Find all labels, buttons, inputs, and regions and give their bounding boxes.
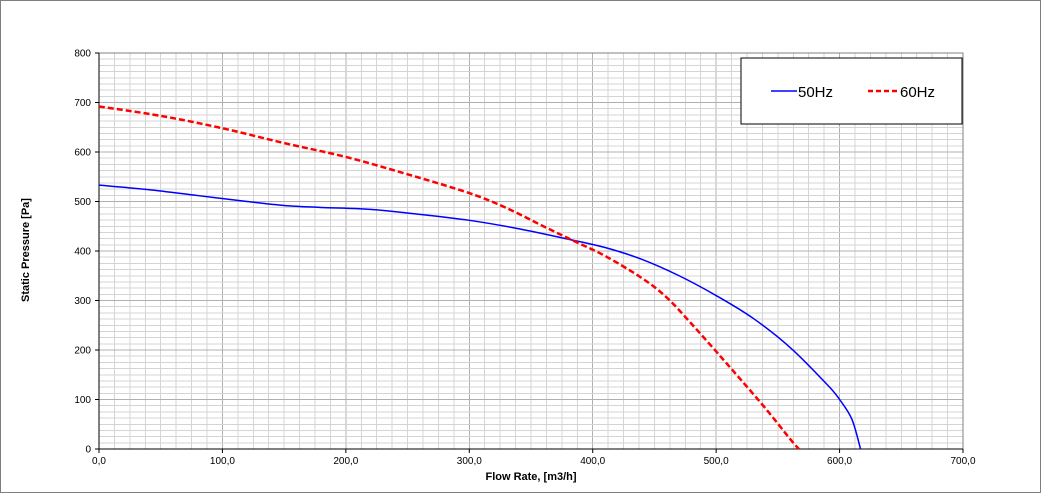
grid xyxy=(98,52,964,450)
x-tick-label: 400,0 xyxy=(580,456,605,467)
y-tick-label: 500 xyxy=(74,197,91,208)
legend: 50Hz 60Hz xyxy=(740,57,963,125)
x-tick-label: 100,0 xyxy=(210,456,235,467)
x-tick-label: 600,0 xyxy=(827,456,852,467)
y-axis-title: Static Pressure [Pa] xyxy=(20,198,32,302)
series-line-50hz xyxy=(98,184,862,450)
x-tick-label: 0,0 xyxy=(92,456,106,467)
legend-label-60hz: 60Hz xyxy=(900,84,935,101)
y-tick-label: 800 xyxy=(74,49,91,60)
y-tick-label: 200 xyxy=(74,346,91,357)
series-line-60hz xyxy=(98,105,800,450)
y-tick-label: 700 xyxy=(74,98,91,109)
x-tick-label: 500,0 xyxy=(704,456,729,467)
y-tick-label: 400 xyxy=(74,247,91,258)
x-tick-label: 700,0 xyxy=(950,456,975,467)
x-tick-label: 300,0 xyxy=(457,456,482,467)
legend-label-50hz: 50Hz xyxy=(798,84,833,101)
series-layer xyxy=(98,105,862,450)
x-axis-title: Flow Rate, [m3/h] xyxy=(485,471,576,483)
y-tick-label: 300 xyxy=(74,296,91,307)
x-tick-label: 200,0 xyxy=(333,456,358,467)
y-tick-label: 100 xyxy=(74,395,91,406)
y-tick-label: 600 xyxy=(74,148,91,159)
y-tick-label: 0 xyxy=(85,445,91,456)
tick-labels: 0,0 100,0 200,0 300,0 400,0 500,0 600,0 700,0 0 1… xyxy=(74,49,976,468)
